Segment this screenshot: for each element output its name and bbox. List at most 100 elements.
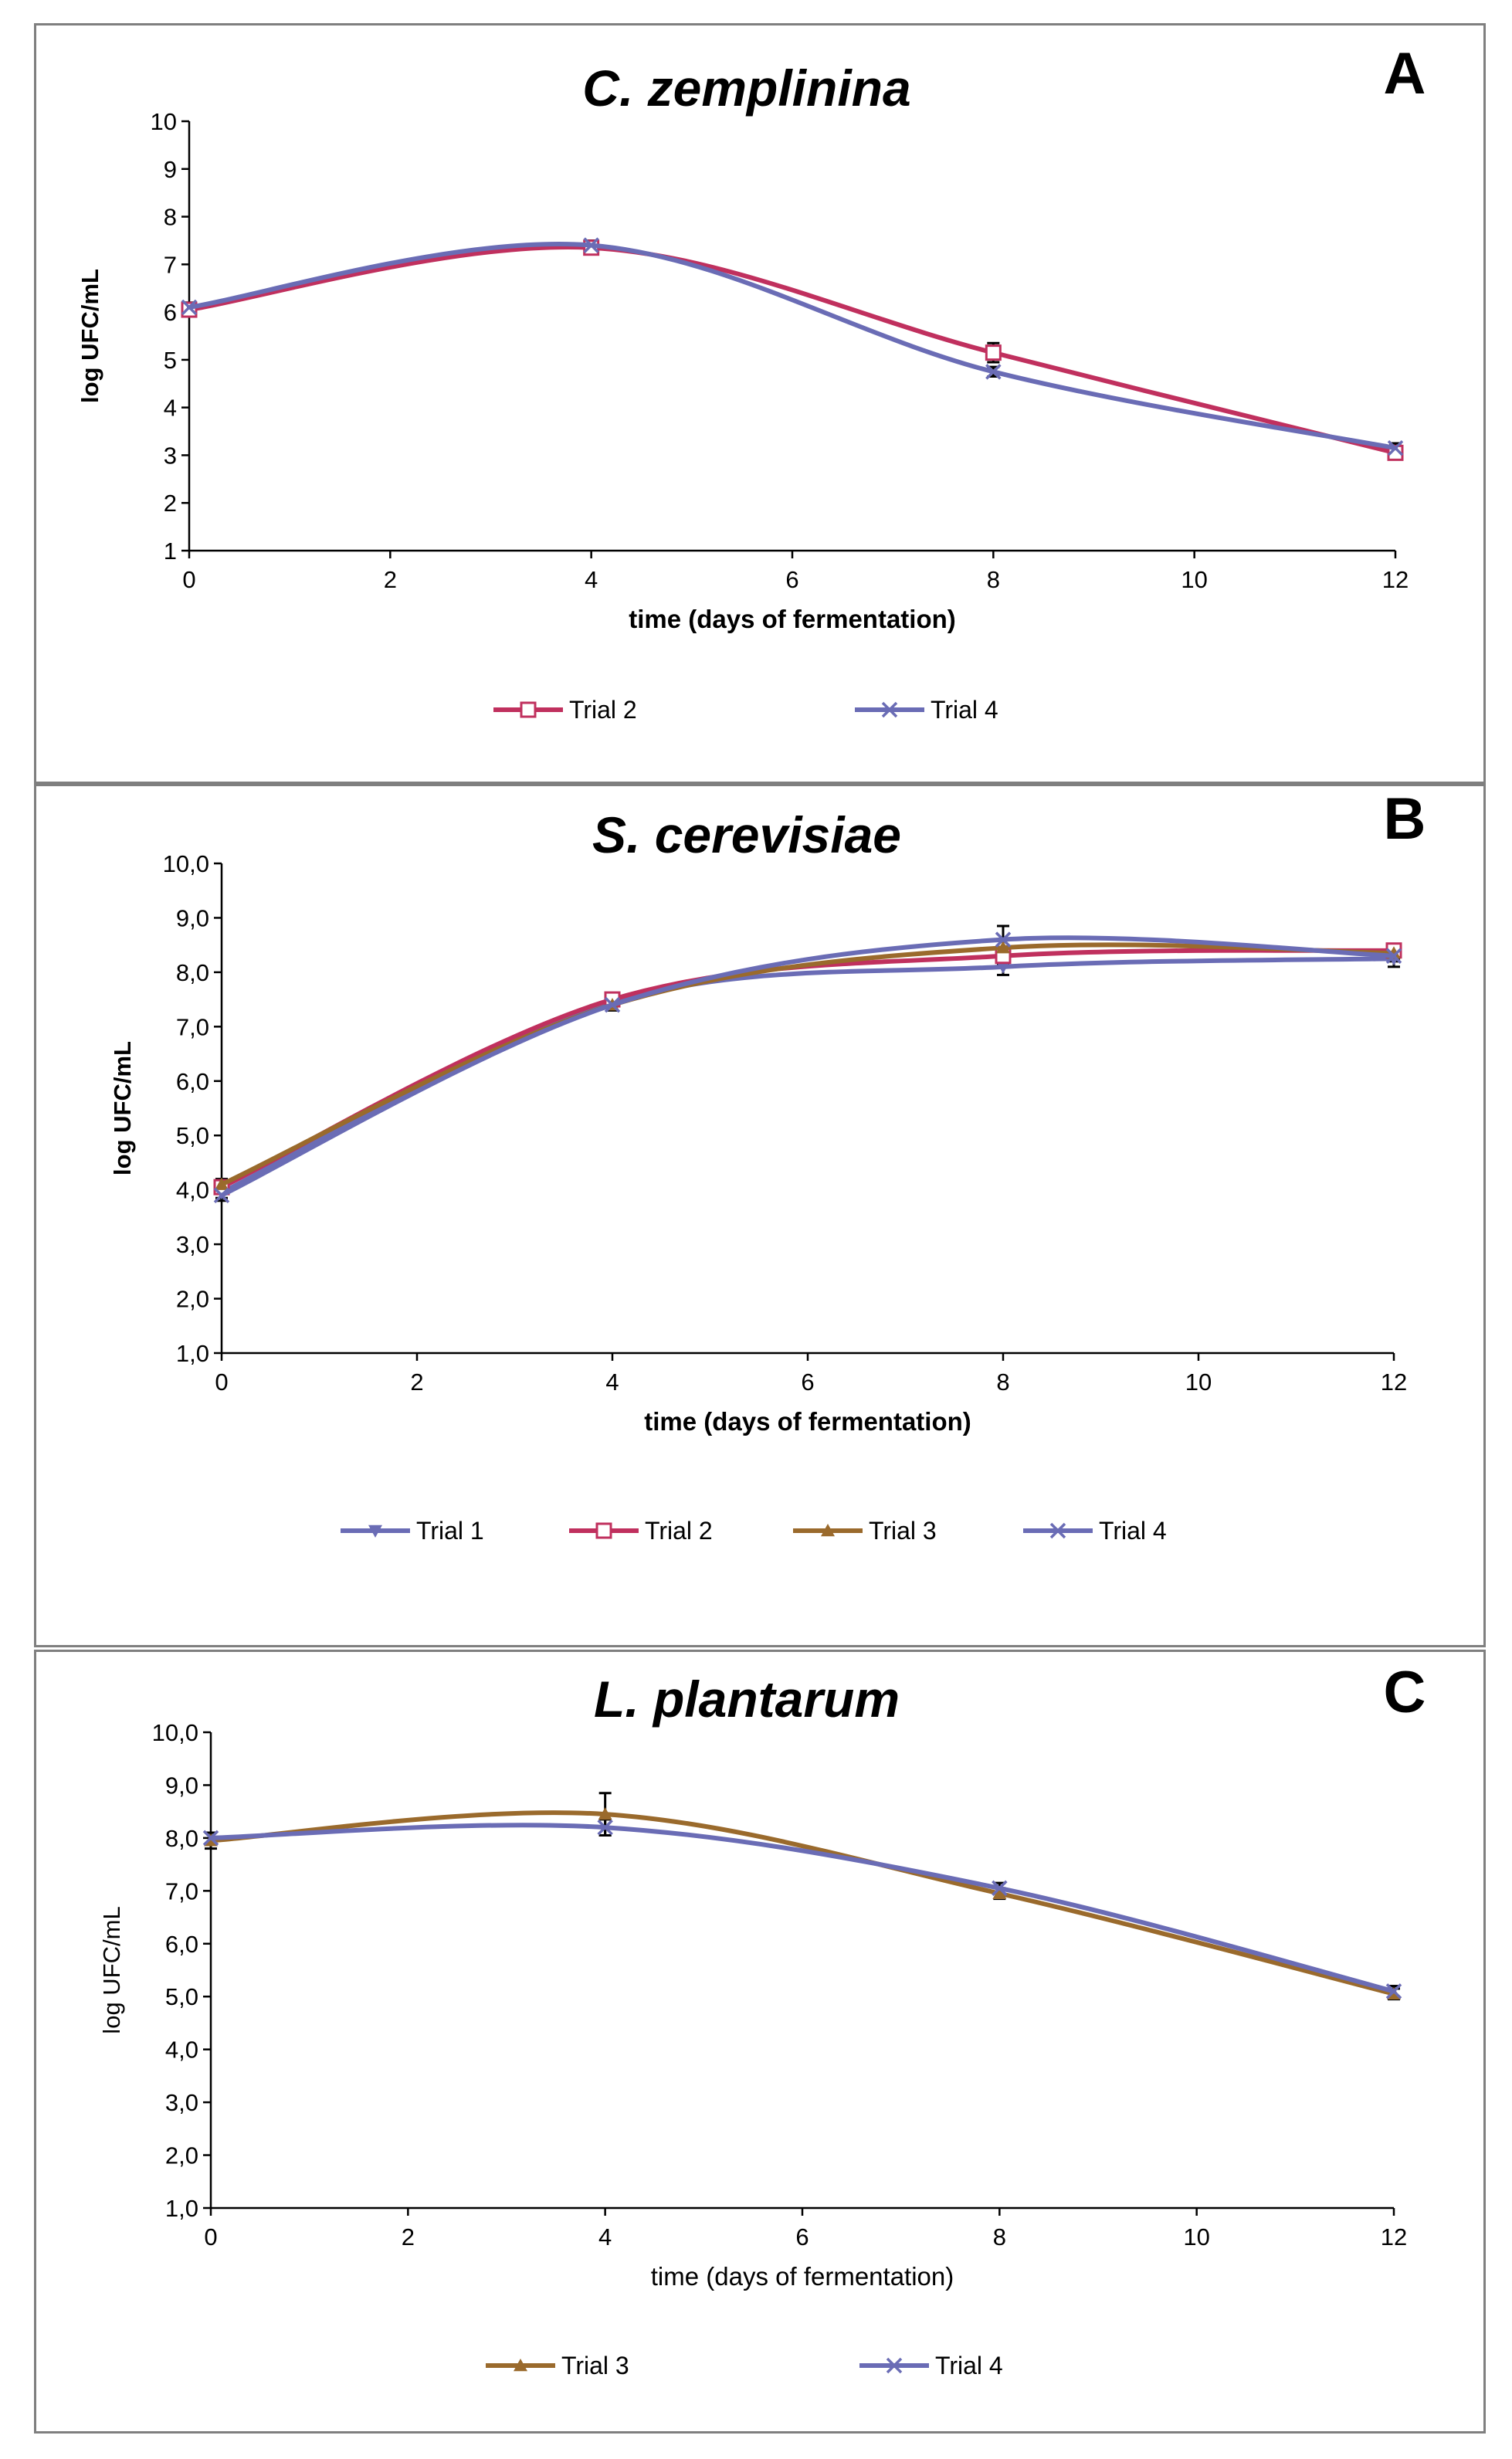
data-point [597,1819,613,1836]
y-axis-label: log UFC/mL [76,269,103,403]
x-tick-label: 4 [585,566,598,593]
panel-letter: B [1384,786,1426,852]
chart-panel-c: L. plantarum C 1,0 2,0 3,0 4,0 5,0 6,0 7,0 8,0 9,0… [34,1650,1486,2434]
x-tick-label: 8 [987,566,1000,593]
y-tick-label: 4,0 [165,2037,198,2064]
x-tick-label: 8 [996,1369,1009,1396]
legend-marker [514,2359,527,2372]
x-axis-label: time (days of fermentation) [651,2262,954,2291]
y-tick-label: 1,0 [165,2195,198,2222]
y-tick-label: 10 [151,108,177,135]
y-tick-label: 5,0 [176,1122,209,1149]
legend-label: Trial 2 [569,696,637,724]
series-line [187,244,1398,456]
legend-marker [368,1525,382,1538]
series-line [219,948,1396,1190]
y-tick-label: 6 [164,299,177,326]
x-tick-label: 0 [204,2223,217,2250]
legend-label: Trial 1 [416,1517,484,1545]
data-point [598,1807,612,1820]
legend-marker [520,701,537,718]
data-point [992,1886,1007,1899]
y-tick-label: 7,0 [165,1877,198,1904]
x-axis-label: time (days of fermentation) [644,1407,971,1436]
chart-title: S. cerevisiae [592,806,901,863]
legend-marker [1049,1522,1066,1539]
series-line [187,242,1398,451]
x-tick-label: 2 [410,1369,423,1396]
y-tick-label: 8 [164,204,177,231]
y-tick-label: 3 [164,442,177,469]
y-axis-label: log UFC/mL [109,1041,136,1175]
y-tick-label: 9,0 [176,904,209,931]
y-tick-label: 3,0 [176,1231,209,1258]
legend-marker [595,1522,612,1539]
x-tick-label: 10 [1185,1369,1212,1396]
y-tick-label: 4 [164,395,177,422]
y-tick-label: 2 [164,490,177,517]
x-tick-label: 10 [1181,566,1207,593]
data-point [1385,948,1402,964]
legend-label: Trial 2 [645,1517,713,1545]
series-line [219,935,1396,1198]
data-point [995,931,1012,948]
y-tick-label: 10,0 [152,1719,198,1746]
chart-panel-b: S. cerevisiae B 1,0 2,0 3,0 4,0 5,0 6,0 7,0 8,0 9,… [34,784,1486,1647]
x-tick-label: 4 [598,2223,612,2250]
y-tick-label: 5 [164,347,177,374]
data-point [1387,439,1404,456]
x-tick-label: 0 [182,566,195,593]
data-point [992,1880,1008,1897]
x-tick-label: 4 [605,1369,619,1396]
x-tick-label: 6 [785,566,798,593]
chart-b-svg: S. cerevisiae B 1,0 2,0 3,0 4,0 5,0 6,0 7,0 8,0 9,… [109,786,1426,1545]
x-tick-label: 6 [795,2223,809,2250]
chart-title: L. plantarum [594,1670,900,1728]
panel-letter: C [1384,1660,1426,1725]
legend-label: Trial 4 [1099,1517,1167,1545]
data-point [985,364,1002,380]
data-point [985,344,1002,361]
legend-marker [821,1524,835,1537]
legend-label: Trial 4 [935,2352,1003,2379]
y-tick-label: 1 [164,538,177,565]
series-line [208,1810,1396,1996]
y-tick-label: 10,0 [163,850,209,877]
series-line [208,1823,1396,1994]
y-tick-label: 2,0 [176,1286,209,1313]
data-point [996,961,1010,974]
legend-marker [886,2357,903,2374]
x-tick-label: 12 [1381,1369,1407,1396]
x-tick-label: 2 [384,566,397,593]
y-tick-label: 6,0 [176,1068,209,1095]
legend-label: Trial 3 [561,2352,629,2379]
y-tick-label: 1,0 [176,1340,209,1367]
y-tick-label: 7 [164,251,177,278]
x-tick-label: 12 [1382,566,1409,593]
y-tick-label: 4,0 [176,1177,209,1204]
y-tick-label: 8,0 [165,1825,198,1852]
chart-panel-a: C. zemplinina A 1 2 3 4 5 6 7 8 9 10 0 2 4 6 8 10 12 time (… [34,23,1486,784]
x-tick-label: 0 [215,1369,228,1396]
x-tick-label: 6 [801,1369,814,1396]
data-point [604,996,621,1013]
series-line [219,942,1396,1187]
x-axis-label: time (days of fermentation) [629,605,956,633]
legend-label: Trial 4 [931,696,998,724]
chart-c-svg: L. plantarum C 1,0 2,0 3,0 4,0 5,0 6,0 7,0 8,0 9,0… [98,1660,1426,2379]
data-point [213,1187,230,1203]
y-tick-label: 5,0 [165,1983,198,2010]
y-tick-label: 9 [164,156,177,183]
y-tick-label: 9,0 [165,1772,198,1799]
panel-letter: A [1384,41,1426,107]
x-tick-label: 8 [993,2223,1006,2250]
data-point [583,237,599,253]
chart-title: C. zemplinina [582,59,910,117]
legend-marker [881,701,898,718]
x-tick-label: 12 [1381,2223,1407,2250]
y-tick-label: 8,0 [176,959,209,986]
data-point [996,941,1010,954]
y-tick-label: 7,0 [176,1013,209,1040]
data-point [181,299,198,316]
